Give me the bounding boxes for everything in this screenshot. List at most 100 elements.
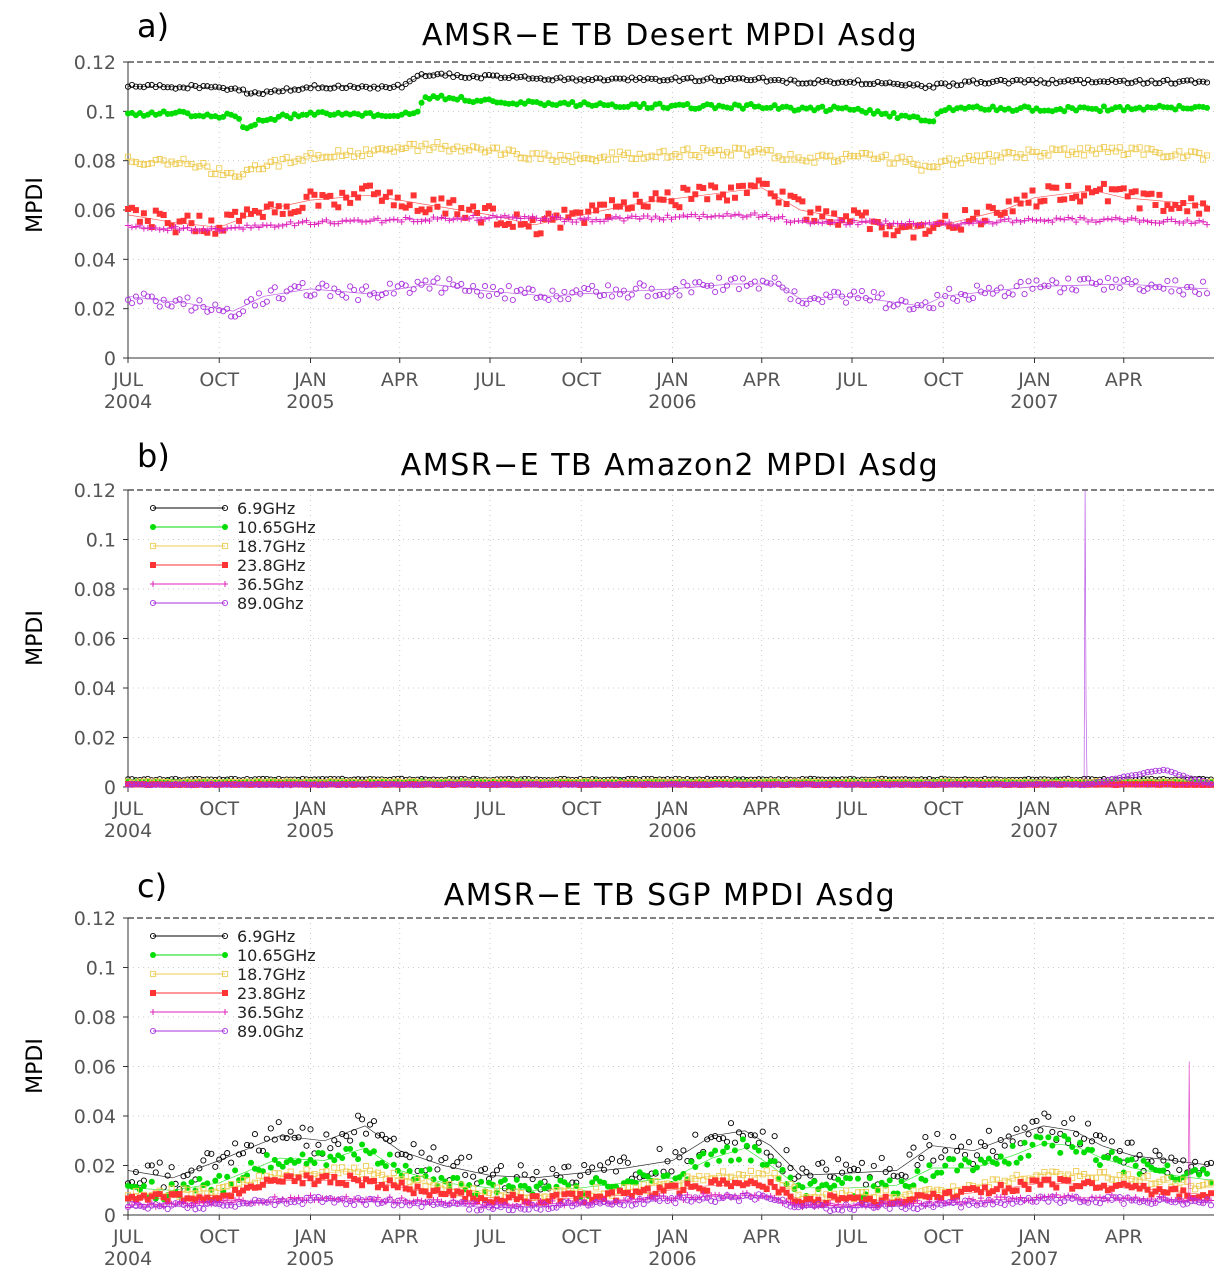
panel-b-x-tick-year: 2007 — [1010, 820, 1058, 842]
panel-a-point-89-0ghz — [347, 283, 354, 290]
panel-a-point-36-5ghz — [160, 226, 167, 233]
panel-c-point-10-65ghz — [930, 1173, 937, 1180]
panel-a-point-6-9ghz — [716, 77, 723, 85]
panel-a-point-23-8ghz — [898, 224, 905, 231]
panel-c-point-6-9ghz — [973, 1152, 981, 1159]
panel-b-point-89-0ghz — [716, 781, 723, 788]
panel-b-legend-label-10-65ghz: 10.65GHz — [237, 518, 316, 537]
panel-c-point-36-5ghz — [493, 1199, 500, 1206]
panel-a-point-6-9ghz — [616, 75, 623, 82]
panel-c-point-23-8ghz — [1124, 1182, 1131, 1189]
panel-c-point-10-65ghz — [700, 1150, 707, 1157]
panel-a-point-23-8ghz — [866, 226, 873, 233]
panel-a-point-6-9ghz — [347, 82, 354, 89]
panel-b-point-89-0ghz — [688, 781, 695, 788]
panel-c-point-6-9ghz — [668, 1168, 675, 1175]
panel-c-point-10-65ghz — [426, 1166, 433, 1173]
panel-a-point-18-7ghz — [275, 163, 282, 170]
panel-a-point-18-7ghz — [351, 153, 358, 160]
panel-a-point-36-5ghz — [1136, 219, 1143, 226]
panel-c-point-10-65ghz — [382, 1163, 389, 1170]
panel-c-point-6-9ghz — [890, 1172, 897, 1179]
panel-b-point-89-0ghz — [410, 782, 417, 789]
panel-a-point-6-9ghz — [1009, 77, 1016, 84]
panel-c-point-10-65ghz — [815, 1186, 822, 1193]
panel-a-point-23-8ghz — [1013, 196, 1020, 203]
panel-a-point-89-0ghz — [704, 282, 711, 289]
panel-c-point-6-9ghz — [1069, 1115, 1076, 1122]
panel-b-point-89-0ghz — [311, 780, 318, 788]
panel-c-title: AMSR−E TB SGP MPDI Asdg — [444, 878, 896, 913]
panel-c-point-23-8ghz — [616, 1187, 623, 1194]
panel-c-point-6-9ghz — [212, 1163, 219, 1170]
panel-a-point-18-7ghz — [973, 152, 981, 159]
panel-c-point-18-7ghz — [474, 1191, 481, 1199]
panel-a-point-18-7ghz — [1037, 153, 1044, 160]
panel-a-point-10-65ghz — [569, 98, 576, 105]
panel-c-x-tick-label: JAN — [1017, 1226, 1050, 1248]
panel-c-point-23-8ghz — [125, 1195, 131, 1202]
panel-c-point-6-9ghz — [1204, 1160, 1211, 1168]
panel-a-point-36-5ghz — [831, 219, 838, 226]
panel-a-point-23-8ghz — [454, 211, 461, 218]
panel-c-point-18-7ghz — [624, 1184, 631, 1191]
panel-a-point-23-8ghz — [374, 189, 381, 196]
panel-a-point-89-0ghz — [557, 296, 564, 303]
panel-c-point-18-7ghz — [1192, 1186, 1199, 1193]
panel-a-point-36-5ghz — [954, 223, 961, 230]
panel-a-point-36-5ghz — [1104, 215, 1111, 222]
panel-a-point-10-65ghz — [1096, 108, 1103, 115]
panel-a-point-18-7ghz — [180, 155, 187, 162]
panel-b-point-89-0ghz — [950, 781, 957, 788]
panel-a-point-89-0ghz — [656, 291, 663, 298]
panel-a-point-89-0ghz — [271, 284, 278, 291]
panel-b-point-89-0ghz — [799, 781, 806, 788]
panel-a-point-18-7ghz — [128, 158, 136, 165]
panel-a-point-89-0ghz — [370, 290, 378, 297]
panel-c-point-6-9ghz — [529, 1176, 536, 1183]
panel-c-point-18-7ghz — [922, 1186, 929, 1193]
panel-a-point-23-8ghz — [1156, 191, 1163, 198]
panel-a-point-23-8ghz — [458, 205, 465, 212]
panel-a-point-36-5ghz — [240, 226, 247, 233]
panel-a-point-23-8ghz — [1077, 198, 1084, 205]
panel-a-point-18-7ghz — [402, 144, 409, 151]
panel-a-point-89-0ghz — [1100, 286, 1107, 293]
panel-a-point-23-8ghz — [271, 209, 278, 216]
panel-a-point-18-7ghz — [1096, 145, 1103, 152]
panel-b-point-89-0ghz — [779, 781, 786, 788]
panel-a-point-36-5ghz — [1013, 217, 1020, 224]
panel-b-point-89-0ghz — [1033, 780, 1040, 787]
panel-b-point-89-0ghz — [636, 780, 643, 788]
panel-c-point-6-9ghz — [521, 1171, 528, 1178]
panel-a-point-36-5ghz — [1069, 215, 1076, 222]
panel-a-point-89-0ghz — [1033, 277, 1040, 284]
panel-a-point-18-7ghz — [390, 148, 397, 155]
panel-c-point-89-0ghz — [414, 1200, 421, 1207]
panel-a-point-89-0ghz — [866, 297, 873, 304]
panel-b-point-89-0ghz — [902, 781, 909, 788]
panel-a-point-18-7ghz — [648, 152, 655, 159]
panel-a-point-36-5ghz — [815, 219, 822, 226]
panel-b-point-89-0ghz — [232, 780, 239, 787]
panel-a-point-23-8ghz — [287, 210, 294, 217]
panel-a-point-18-7ghz — [858, 150, 865, 157]
panel-a-point-36-5ghz — [1140, 217, 1147, 224]
panel-c-point-18-7ghz — [858, 1188, 865, 1196]
panel-c-point-89-0ghz — [335, 1196, 342, 1203]
panel-c-point-18-7ghz — [489, 1191, 497, 1198]
panel-c-point-10-65ghz — [835, 1176, 842, 1183]
panel-c-point-23-8ghz — [311, 1181, 318, 1188]
panel-c-point-6-9ghz — [279, 1134, 286, 1141]
panel-b-x-tick-label: APR — [1105, 798, 1143, 820]
panel-a-point-36-5ghz — [299, 218, 306, 225]
panel-a-point-23-8ghz — [244, 206, 251, 213]
panel-a-point-18-7ghz — [406, 141, 413, 148]
panel-a-point-36-5ghz — [767, 215, 774, 222]
panel-b-point-89-0ghz — [795, 781, 802, 788]
panel-a-point-36-5ghz — [771, 216, 778, 223]
panel-c-point-10-65ghz — [775, 1175, 782, 1182]
panel-a-point-36-5ghz — [140, 225, 147, 232]
panel-a-point-89-0ghz — [561, 288, 568, 295]
panel-c-point-89-0ghz — [263, 1199, 270, 1206]
